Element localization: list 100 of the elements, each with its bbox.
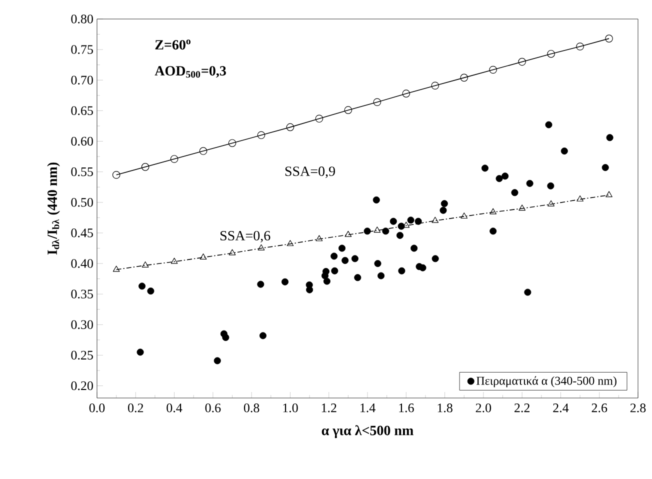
point [354, 274, 362, 282]
x-axis-title: α για λ<500 nm [322, 425, 414, 438]
point [364, 228, 371, 235]
point [342, 256, 349, 264]
x-tick-label: 0.0 [89, 404, 105, 412]
x-tick-label: 0.2 [128, 404, 144, 412]
y-tick-label: 0.80 [71, 14, 93, 24]
point [547, 50, 555, 58]
annotation: Z=60$^{o}$ [155, 40, 190, 50]
point [410, 244, 418, 252]
point [200, 254, 207, 260]
point [282, 278, 288, 286]
point [431, 82, 440, 90]
annotation: SSA=0,9 [285, 166, 335, 178]
x-tick-label: 2.2 [514, 404, 530, 412]
point [170, 155, 178, 163]
point [138, 282, 146, 290]
point [460, 74, 468, 82]
point [374, 260, 382, 268]
point [398, 222, 405, 230]
y-tick-label: 0.30 [71, 320, 93, 330]
point [396, 232, 404, 239]
point [502, 172, 509, 180]
point [545, 121, 552, 128]
y-tick-label: 0.60 [71, 136, 93, 146]
x-tick-label: 2.8 [630, 404, 646, 412]
point [460, 212, 468, 219]
y-tick-label: 0.65 [71, 106, 93, 116]
point [382, 228, 390, 235]
y-tick-label: 0.70 [71, 76, 93, 85]
point [374, 226, 381, 233]
point [322, 268, 330, 275]
y-tick-label: 0.35 [71, 290, 93, 298]
point [481, 164, 488, 172]
point [351, 255, 358, 262]
y-tick-label: 0.75 [71, 45, 93, 54]
point [524, 288, 532, 296]
point [228, 249, 236, 256]
x-tick-label: 2.0 [476, 404, 492, 412]
point [605, 34, 613, 42]
y-tick-label: 0.40 [71, 259, 93, 268]
point [228, 139, 236, 147]
point [112, 170, 120, 179]
point [432, 255, 439, 262]
point [286, 240, 294, 246]
point [560, 148, 568, 155]
point [576, 195, 584, 202]
y-tick-label: 0.50 [71, 198, 93, 207]
point [316, 235, 323, 242]
annotation: SSA=0,6 [220, 230, 270, 242]
x-tick-label: 2.6 [592, 404, 608, 412]
point [390, 218, 397, 225]
point [440, 206, 447, 214]
point [490, 208, 497, 214]
point [518, 58, 526, 66]
x-tick-label: 1.2 [322, 404, 336, 412]
x-tick-label: 0.8 [244, 404, 260, 412]
x-tick-label: 1.8 [438, 404, 452, 412]
point [214, 357, 221, 364]
point [576, 42, 584, 50]
point [407, 216, 414, 224]
point [330, 252, 338, 260]
point [286, 123, 294, 132]
point [141, 163, 150, 171]
point [112, 266, 120, 272]
point [257, 280, 264, 288]
point [259, 332, 266, 340]
point [547, 182, 554, 190]
point [490, 228, 497, 235]
point [257, 131, 266, 140]
x-tick-label: 0.4 [166, 404, 182, 412]
point [548, 200, 554, 206]
point [606, 134, 614, 142]
y-tick-label: 0.55 [71, 167, 93, 176]
point [338, 244, 346, 252]
point [606, 191, 612, 198]
point [170, 258, 178, 264]
point [344, 230, 352, 237]
point [344, 106, 352, 114]
point [526, 180, 534, 187]
point [496, 175, 503, 182]
point [373, 98, 382, 106]
point [419, 264, 426, 272]
point [602, 164, 609, 172]
x-tick-label: 1.0 [283, 404, 298, 412]
point [511, 189, 518, 196]
x-tick-label: 0.6 [205, 404, 221, 412]
point [372, 196, 380, 204]
point [402, 90, 410, 98]
x-tick-label: 1.6 [399, 404, 414, 412]
point [306, 286, 314, 294]
point [222, 334, 230, 341]
x-tick-label: 1.4 [360, 404, 376, 412]
point [258, 244, 265, 250]
y-tick-label: 0.45 [71, 228, 93, 238]
point [142, 261, 149, 268]
point [315, 114, 324, 123]
y-axis-title: I$_{dλ}$/I$_{bλ}$ (440 nm) [47, 162, 60, 255]
point [440, 200, 448, 208]
point [378, 272, 385, 280]
